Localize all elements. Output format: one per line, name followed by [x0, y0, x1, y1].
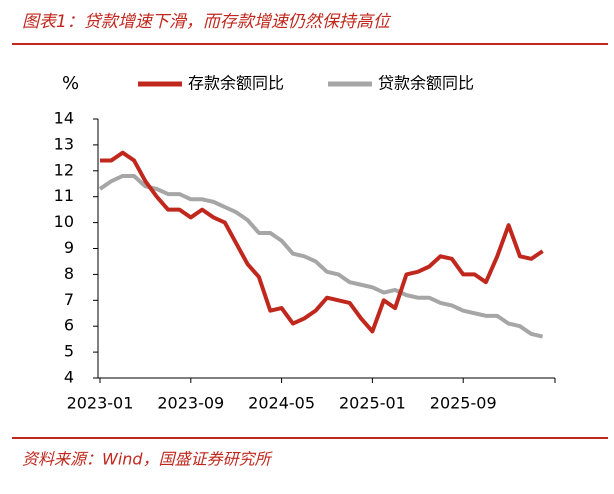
legend-label: 贷款余额同比: [378, 74, 474, 93]
x-tick-label: 2023-09: [157, 394, 224, 413]
y-tick-label: 12: [54, 160, 74, 179]
y-tick-label: 13: [54, 134, 74, 153]
series-line: [100, 150, 544, 334]
x-tick-label: 2025-09: [430, 394, 497, 413]
y-tick-label: 7: [64, 290, 74, 309]
series-line: [98, 173, 544, 339]
legend-label: 存款余额同比: [188, 74, 284, 93]
y-tick-label: 5: [64, 342, 74, 361]
y-label: %: [62, 73, 79, 94]
y-tick-label: 11: [54, 186, 74, 205]
y-tick-label: 6: [64, 316, 74, 335]
x-tick-label: 2025-01: [339, 394, 406, 413]
x-tick-label: 2023-01: [67, 394, 134, 413]
y-tick-label: 10: [54, 212, 74, 231]
y-tick-label: 14: [54, 109, 74, 128]
source: 资料来源：Wind，国盛证券研究所: [22, 450, 274, 469]
title: 图表1：贷款增速下滑，而存款增速仍然保持高位: [22, 12, 392, 32]
y-tick-label: 4: [64, 368, 74, 387]
x-tick-label: 2024-05: [248, 394, 315, 413]
y-tick-label: 9: [64, 238, 74, 257]
y-tick-label: 8: [64, 264, 74, 283]
